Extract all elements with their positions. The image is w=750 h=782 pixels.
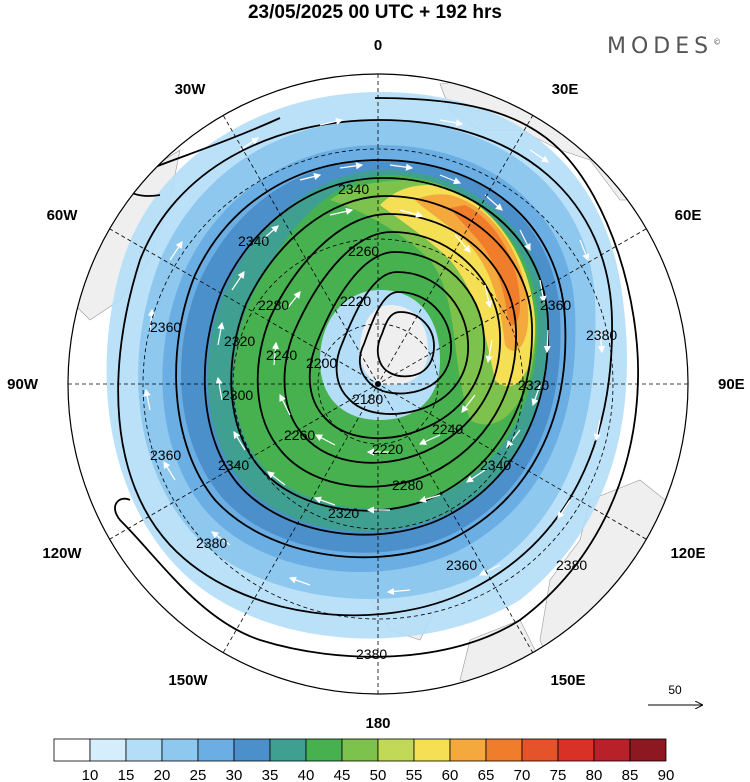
- contour-label: 2200: [306, 355, 337, 371]
- lon-label-30w: 30W: [175, 81, 207, 98]
- contour-label: 2360: [446, 557, 477, 573]
- colorbar-tick-label: 30: [226, 767, 243, 782]
- map-title: 23/05/2025 00 UTC + 192 hrs: [247, 2, 503, 23]
- contour-label: 2220: [372, 441, 403, 457]
- map-disk: [68, 74, 688, 694]
- brand-mark: ©: [713, 37, 722, 47]
- contour-label: 2280: [258, 297, 289, 313]
- colorbar-tick-label: 55: [406, 767, 423, 782]
- colorbar-swatch: [413, 738, 451, 762]
- colorbar-swatch: [341, 738, 379, 762]
- colorbar-tick-label: 60: [442, 767, 459, 782]
- colorbar-swatch: [161, 738, 199, 762]
- lon-label-120e: 120E: [670, 545, 705, 562]
- colorbar-tick-label: 45: [334, 767, 351, 782]
- lon-label-90e: 90E: [718, 376, 745, 393]
- colorbar-swatch: [449, 738, 487, 762]
- contour-label: 2180: [352, 391, 383, 407]
- colorbar-tick-label: 25: [190, 767, 207, 782]
- colorbar-tick-label: 50: [370, 767, 387, 782]
- colorbar-swatch: [233, 738, 271, 762]
- contour-label: 2340: [480, 457, 511, 473]
- contour-label: 2320: [328, 505, 359, 521]
- colorbar-swatch: [197, 738, 235, 762]
- contour-label: 2280: [392, 477, 423, 493]
- contour-label: 2300: [222, 387, 253, 403]
- contour-label: 2360: [540, 297, 571, 313]
- colorbar-tick-label: 40: [298, 767, 315, 782]
- colorbar-tick-label: 75: [550, 767, 567, 782]
- colorbar-tick-label: 85: [622, 767, 639, 782]
- contour-label: 2380: [556, 557, 587, 573]
- colorbar-tick-label: 65: [478, 767, 495, 782]
- colorbar-swatch: [557, 738, 595, 762]
- contour-label: 2340: [218, 457, 249, 473]
- lon-label-150e: 150E: [550, 672, 585, 689]
- colorbar-swatch: [53, 738, 91, 762]
- colorbar-tick-label: 70: [514, 767, 531, 782]
- lon-label-60w: 60W: [47, 207, 79, 224]
- map-boundary: [67, 73, 689, 695]
- colorbar-tick-label: 90: [658, 767, 675, 782]
- modes-logo: MODES©: [607, 34, 721, 59]
- colorbar-tick-label: 15: [118, 767, 135, 782]
- lon-label-120w: 120W: [42, 545, 82, 562]
- lon-label-0: 0: [374, 37, 382, 54]
- lon-label-30e: 30E: [552, 81, 579, 98]
- reference-vector: 50: [648, 683, 702, 705]
- contour-label: 2260: [348, 243, 379, 259]
- colorbar-tick-label: 80: [586, 767, 603, 782]
- contour-label: 2340: [338, 181, 369, 197]
- colorbar-swatch: [593, 738, 631, 762]
- longitude-labels: 0 30E 60E 90E 120E 150E 180 150W 120W 90…: [7, 37, 745, 732]
- colorbar-swatch: [629, 738, 667, 762]
- lon-label-60e: 60E: [675, 207, 702, 224]
- contour-label: 2380: [196, 535, 227, 551]
- colorbar-tick-label: 35: [262, 767, 279, 782]
- contour-label: 2260: [284, 427, 315, 443]
- colorbar-tick-label: 20: [154, 767, 171, 782]
- contour-label: 2380: [586, 327, 617, 343]
- lon-label-180: 180: [365, 715, 390, 732]
- colorbar-swatch: [377, 738, 415, 762]
- contour-label: 2240: [266, 347, 297, 363]
- contour-label: 2360: [150, 319, 181, 335]
- contour-label-group: 2340 2340 2260 2220 2280 2320 2360 2380 …: [150, 181, 617, 662]
- contour-label: 2380: [356, 646, 387, 662]
- lon-label-90w: 90W: [7, 376, 39, 393]
- colorbar-swatch: [89, 738, 127, 762]
- colorbar-swatch: [125, 738, 163, 762]
- wind-vectors: [143, 117, 606, 596]
- colorbar-swatch: [521, 738, 559, 762]
- contour-label: 2320: [224, 333, 255, 349]
- contour-label: 2240: [432, 421, 463, 437]
- contour-label: 2340: [238, 233, 269, 249]
- contour-label: 2320: [518, 377, 549, 393]
- lon-label-150w: 150W: [168, 672, 208, 689]
- brand-text: MODES: [607, 34, 714, 59]
- contour-label: 2360: [150, 447, 181, 463]
- pole-marker: [375, 381, 381, 387]
- colorbar-swatch: [269, 738, 307, 762]
- colorbar: 10 15 20 25 30 35 40 45 50 55 60 65 70 75 80 85 90: [53, 738, 675, 782]
- colorbar-swatch: [305, 738, 343, 762]
- reference-vector-label: 50: [668, 683, 682, 697]
- colorbar-tick-label: 10: [82, 767, 99, 782]
- contour-label: 2220: [340, 293, 371, 309]
- colorbar-swatch: [485, 738, 523, 762]
